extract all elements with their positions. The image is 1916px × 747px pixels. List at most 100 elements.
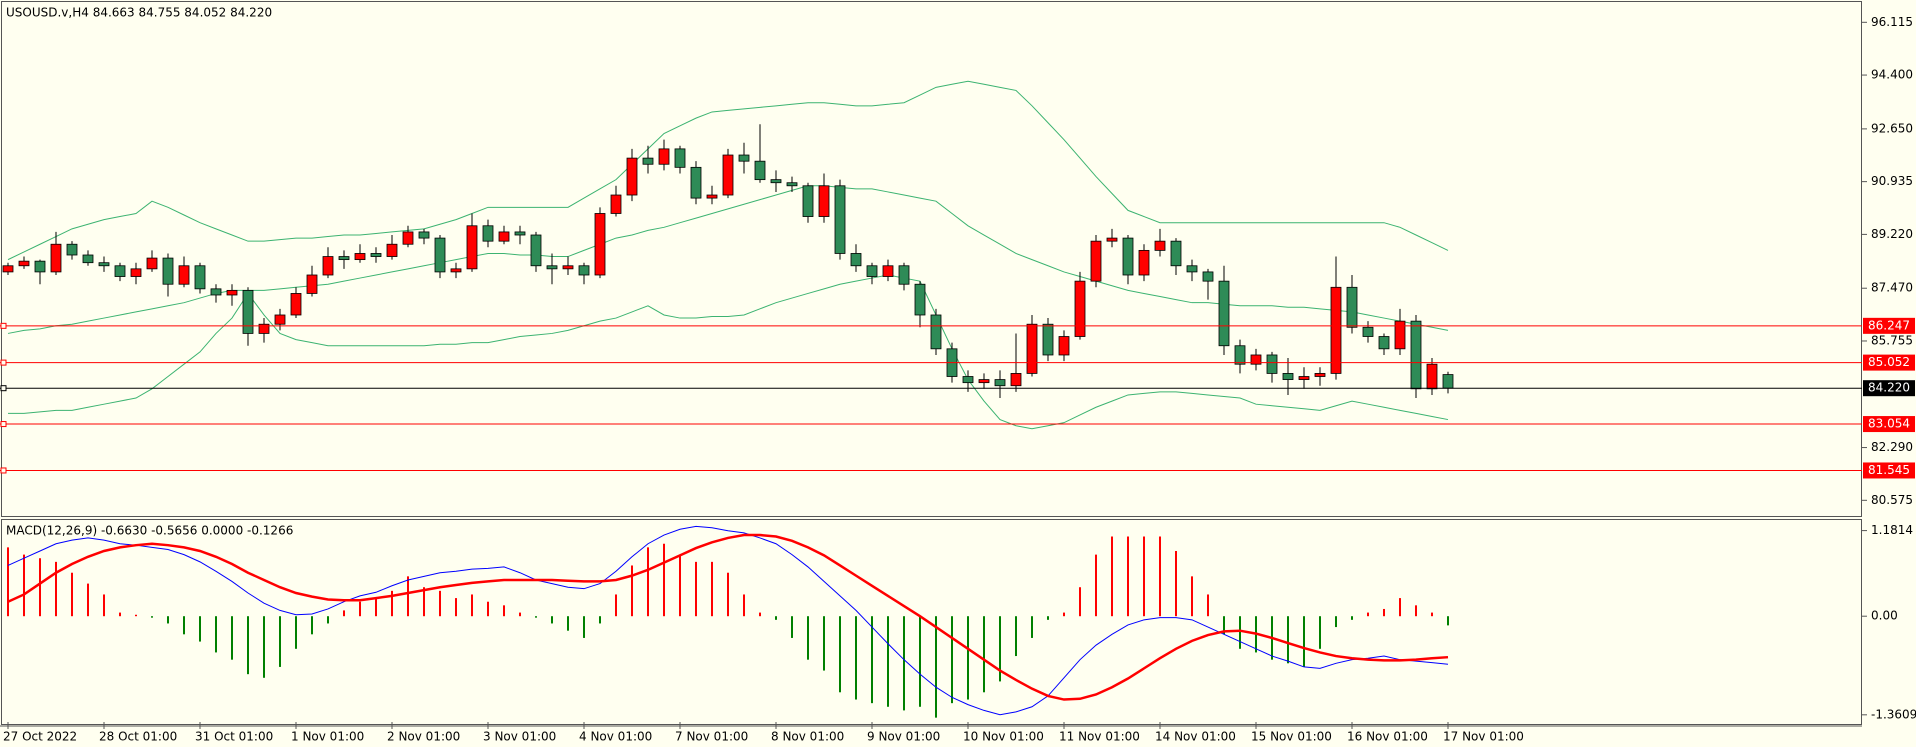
price-panel-frame <box>1 1 1862 517</box>
candle-body <box>642 157 654 165</box>
candle-body <box>690 166 702 199</box>
x-tick-label: 11 Nov 01:00 <box>1059 730 1140 744</box>
price-level-handle <box>0 421 7 428</box>
indicator-line <box>7 80 1449 261</box>
candle-body <box>1314 373 1326 377</box>
candle-body <box>594 213 606 276</box>
candle-body <box>338 256 350 261</box>
x-tick-label: 3 Nov 01:00 <box>483 730 556 744</box>
candle-body <box>914 283 926 316</box>
price-level-label: 84.220 <box>1868 381 1910 395</box>
candle-body <box>882 265 894 277</box>
candle-body <box>994 379 1006 387</box>
candle-body <box>258 323 270 334</box>
candle-body <box>146 257 158 270</box>
candle-body <box>50 243 62 273</box>
y-tick-label: 0.00 <box>1871 609 1898 623</box>
candle-body <box>162 257 174 285</box>
price-level-tag <box>1863 416 1915 433</box>
y-tick-label: 94.400 <box>1871 68 1913 82</box>
candle-body <box>818 185 830 217</box>
candle-body <box>706 194 718 199</box>
y-tick-label: 1.1814 <box>1871 523 1913 537</box>
candle-body <box>1202 271 1214 282</box>
candle-body <box>1426 363 1438 390</box>
candle-body <box>482 225 494 242</box>
candle-body <box>130 268 142 277</box>
candle-body <box>1074 280 1086 337</box>
candle-body <box>450 268 462 273</box>
candle-body <box>1234 345 1246 365</box>
candle-body <box>962 376 974 384</box>
candle-body <box>1330 286 1342 374</box>
candle-body <box>786 182 798 187</box>
candle-body <box>898 265 910 285</box>
price-level-label: 85.052 <box>1868 355 1910 369</box>
x-tick-label: 7 Nov 01:00 <box>675 730 748 744</box>
candle-body <box>1154 240 1166 251</box>
candle-body <box>770 179 782 184</box>
price-level-tag <box>1863 380 1915 397</box>
price-level-handle <box>0 322 7 329</box>
x-tick-label: 14 Nov 01:00 <box>1155 730 1236 744</box>
macd-panel-frame <box>1 519 1862 725</box>
candle-body <box>1042 323 1054 356</box>
candle-body <box>1282 373 1294 380</box>
candle-body <box>66 243 78 256</box>
candle-body <box>322 256 334 276</box>
candle-body <box>386 243 398 257</box>
x-tick-label: 2 Nov 01:00 <box>387 730 460 744</box>
candle-body <box>1218 280 1230 347</box>
y-tick-label: 85.755 <box>1871 333 1913 347</box>
candle-body <box>114 265 126 277</box>
indicator-line <box>7 533 1449 701</box>
price-level-tag <box>1863 462 1915 479</box>
candle-body <box>354 253 366 261</box>
candle-body <box>546 265 558 270</box>
candle-body <box>850 253 862 267</box>
candle-body <box>1058 336 1070 356</box>
candle-body <box>34 260 46 273</box>
candle-body <box>1442 374 1454 389</box>
candle-body <box>498 231 510 242</box>
candle-body <box>226 289 238 296</box>
y-tick-label: 90.935 <box>1871 174 1913 188</box>
candle-body <box>1410 320 1422 390</box>
price-level-handle <box>0 385 7 392</box>
indicator-line <box>7 525 1449 716</box>
candle-body <box>530 234 542 267</box>
y-tick-label: 80.575 <box>1871 493 1913 507</box>
candle-body <box>194 265 206 290</box>
candle-body <box>978 379 990 384</box>
x-tick-label: 31 Oct 01:00 <box>195 730 273 744</box>
candle-body <box>1106 237 1118 242</box>
x-tick-label: 28 Oct 01:00 <box>99 730 177 744</box>
candle-body <box>290 293 302 316</box>
candle-body <box>930 314 942 350</box>
y-tick-label: 92.650 <box>1871 121 1913 135</box>
candle-body <box>866 265 878 277</box>
x-tick-label: 9 Nov 01:00 <box>867 730 940 744</box>
candle-body <box>210 288 222 296</box>
x-tick-label: 10 Nov 01:00 <box>963 730 1044 744</box>
candle-body <box>1138 249 1150 276</box>
candle-body <box>802 185 814 217</box>
chart-title: USOUSD.v,H4 84.663 84.755 84.052 84.220 <box>6 6 272 20</box>
candle-body <box>578 265 590 276</box>
candle-body <box>1250 354 1262 365</box>
candle-body <box>1026 323 1038 374</box>
candle-body <box>370 253 382 257</box>
price-level-tag <box>1863 354 1915 371</box>
candle-body <box>402 231 414 245</box>
price-level-tag <box>1863 317 1915 334</box>
candle-body <box>1090 240 1102 282</box>
candle-body <box>1122 237 1134 276</box>
candle-body <box>242 289 254 334</box>
candle-body <box>562 265 574 270</box>
x-tick-label: 17 Nov 01:00 <box>1443 730 1524 744</box>
candle-body <box>98 262 110 267</box>
candle-body <box>18 260 30 267</box>
x-tick-label: 27 Oct 2022 <box>3 730 77 744</box>
